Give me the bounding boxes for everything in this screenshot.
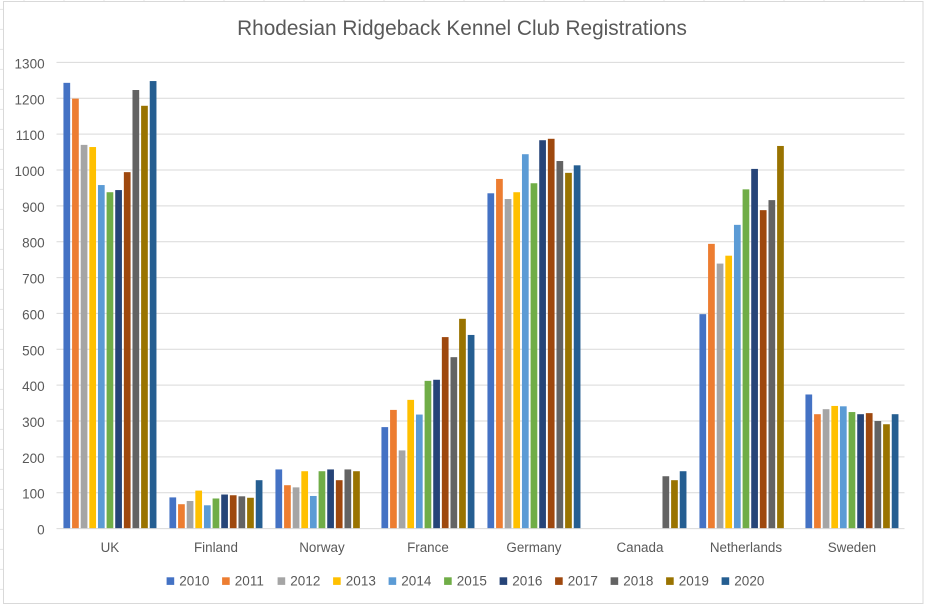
svg-text:Rhodesian Ridgeback Kennel Clu: Rhodesian Ridgeback Kennel Club Registra… bbox=[237, 17, 687, 40]
svg-text:2011: 2011 bbox=[235, 574, 264, 589]
svg-text:1300: 1300 bbox=[15, 56, 45, 71]
svg-text:700: 700 bbox=[22, 272, 45, 287]
svg-text:2014: 2014 bbox=[401, 574, 432, 589]
svg-text:300: 300 bbox=[22, 415, 45, 430]
svg-text:100: 100 bbox=[22, 487, 45, 502]
svg-text:200: 200 bbox=[22, 451, 45, 466]
svg-text:2012: 2012 bbox=[290, 574, 320, 589]
svg-text:Finland: Finland bbox=[194, 540, 238, 555]
svg-text:Norway: Norway bbox=[299, 540, 345, 555]
svg-text:2013: 2013 bbox=[346, 574, 376, 589]
svg-text:2015: 2015 bbox=[457, 574, 487, 589]
svg-text:900: 900 bbox=[22, 200, 45, 215]
svg-text:1000: 1000 bbox=[15, 164, 45, 179]
svg-text:2019: 2019 bbox=[679, 574, 709, 589]
svg-text:400: 400 bbox=[22, 379, 45, 394]
svg-text:0: 0 bbox=[37, 523, 45, 538]
svg-text:1100: 1100 bbox=[16, 128, 45, 143]
svg-text:France: France bbox=[407, 540, 449, 555]
svg-text:800: 800 bbox=[22, 236, 45, 251]
svg-text:600: 600 bbox=[22, 307, 45, 322]
svg-text:2020: 2020 bbox=[734, 574, 764, 589]
svg-text:2010: 2010 bbox=[179, 574, 209, 589]
svg-text:Germany: Germany bbox=[506, 540, 561, 555]
svg-text:2017: 2017 bbox=[568, 574, 598, 589]
svg-text:Canada: Canada bbox=[616, 540, 663, 555]
svg-text:2018: 2018 bbox=[623, 574, 653, 589]
svg-text:1200: 1200 bbox=[15, 92, 45, 107]
svg-text:Netherlands: Netherlands bbox=[710, 540, 783, 555]
svg-text:UK: UK bbox=[101, 540, 120, 555]
svg-text:2016: 2016 bbox=[512, 574, 542, 589]
svg-text:500: 500 bbox=[22, 343, 45, 358]
svg-text:Sweden: Sweden bbox=[828, 540, 876, 555]
